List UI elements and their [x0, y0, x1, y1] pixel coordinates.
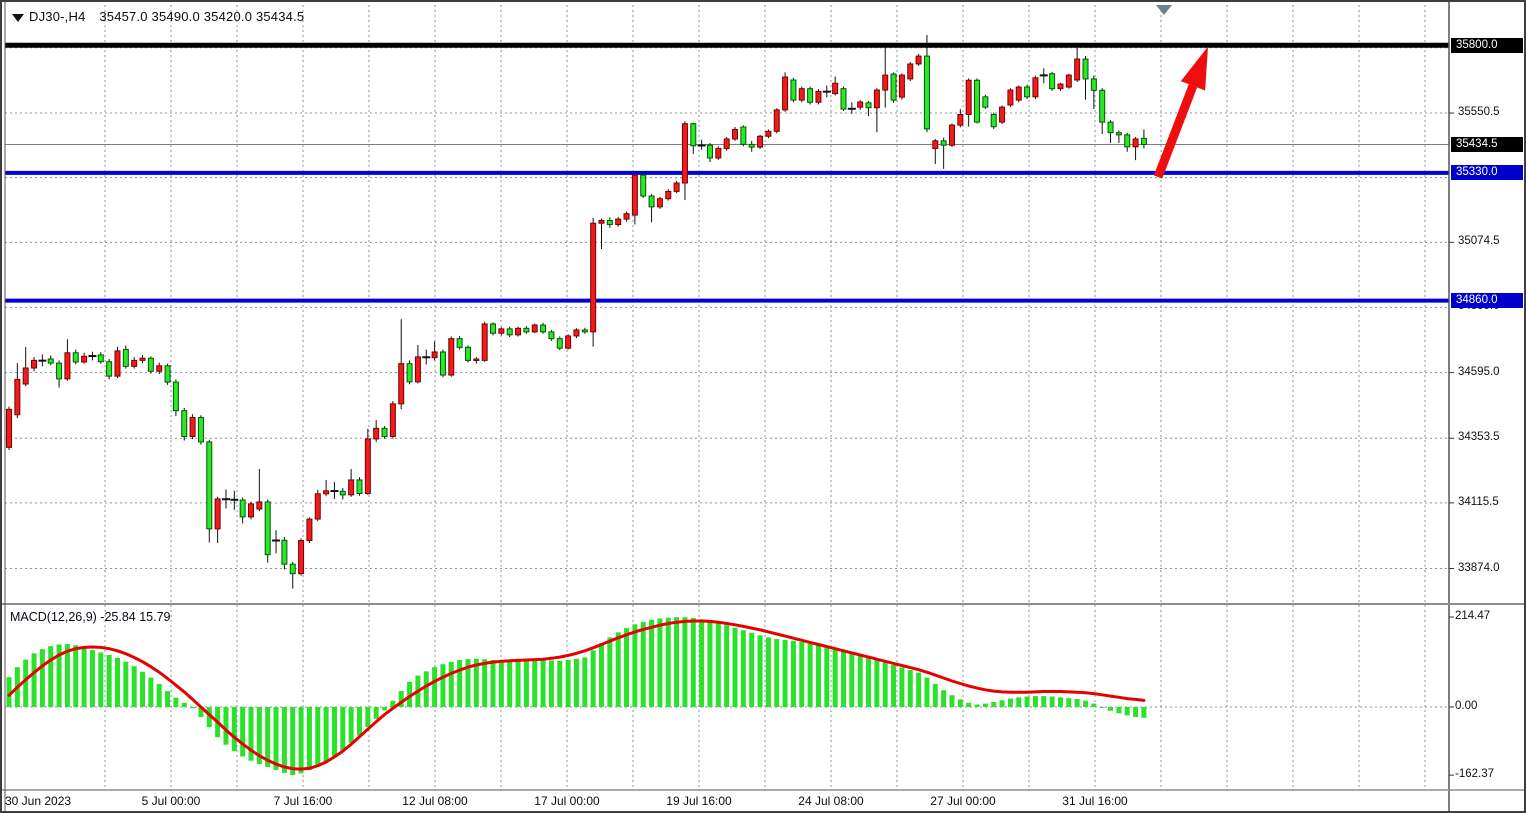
price-lines-layer: [5, 42, 1449, 303]
time-tick-label: 30 Jun 2023: [5, 794, 72, 808]
time-tick-label: 5 Jul 00:00: [141, 794, 201, 808]
support1-price-box: 35330.0: [1451, 165, 1523, 181]
price-tick-label: 34595.0: [1458, 365, 1500, 378]
symbol-dropdown-icon[interactable]: [12, 14, 24, 22]
trend-arrow: [1153, 46, 1208, 179]
price-tick-label: 34115.5: [1458, 495, 1499, 508]
support2-price-box: 34860.0: [1451, 293, 1523, 309]
price-tick-label: 35550.5: [1458, 106, 1500, 118]
resistance-price-box: 35800.0: [1451, 37, 1523, 53]
price-tick-label: 34353.5: [1458, 431, 1500, 444]
price-tick-label: 35074.5: [1458, 235, 1500, 248]
macd-layer: [6, 617, 1147, 775]
time-tick-label: 31 Jul 16:00: [1062, 794, 1128, 808]
time-tick-label: 27 Jul 00:00: [930, 794, 996, 808]
macd-indicator-label: MACD(12,26,9) -25.84 15.79: [10, 610, 171, 624]
macd-tick-label: 214.47: [1455, 610, 1491, 622]
chart-title: DJ30-,H4 35457.0 35490.0 35420.0 35434.5: [29, 9, 304, 24]
time-tick-label: 19 Jul 16:00: [666, 794, 732, 808]
macd-signal-line: [7, 619, 1146, 771]
chart-shift-marker-icon[interactable]: [1156, 5, 1172, 15]
time-tick-label: 7 Jul 16:00: [273, 794, 333, 808]
bid-price-box: 35434.5: [1451, 137, 1523, 153]
ohlc-readout: 35457.0 35490.0 35420.0 35434.5: [99, 9, 305, 24]
candles-layer: [6, 34, 1147, 589]
time-tick-label: 24 Jul 08:00: [798, 794, 864, 808]
macd-tick-label: 0.00: [1455, 700, 1478, 712]
time-tick-label: 17 Jul 00:00: [534, 794, 600, 808]
macd-tick-label: -162.37: [1455, 768, 1495, 781]
time-tick-label: 12 Jul 08:00: [402, 794, 468, 808]
symbol-period-label: DJ30-,H4: [29, 9, 86, 24]
price-tick-label: 33874.0: [1458, 561, 1500, 574]
